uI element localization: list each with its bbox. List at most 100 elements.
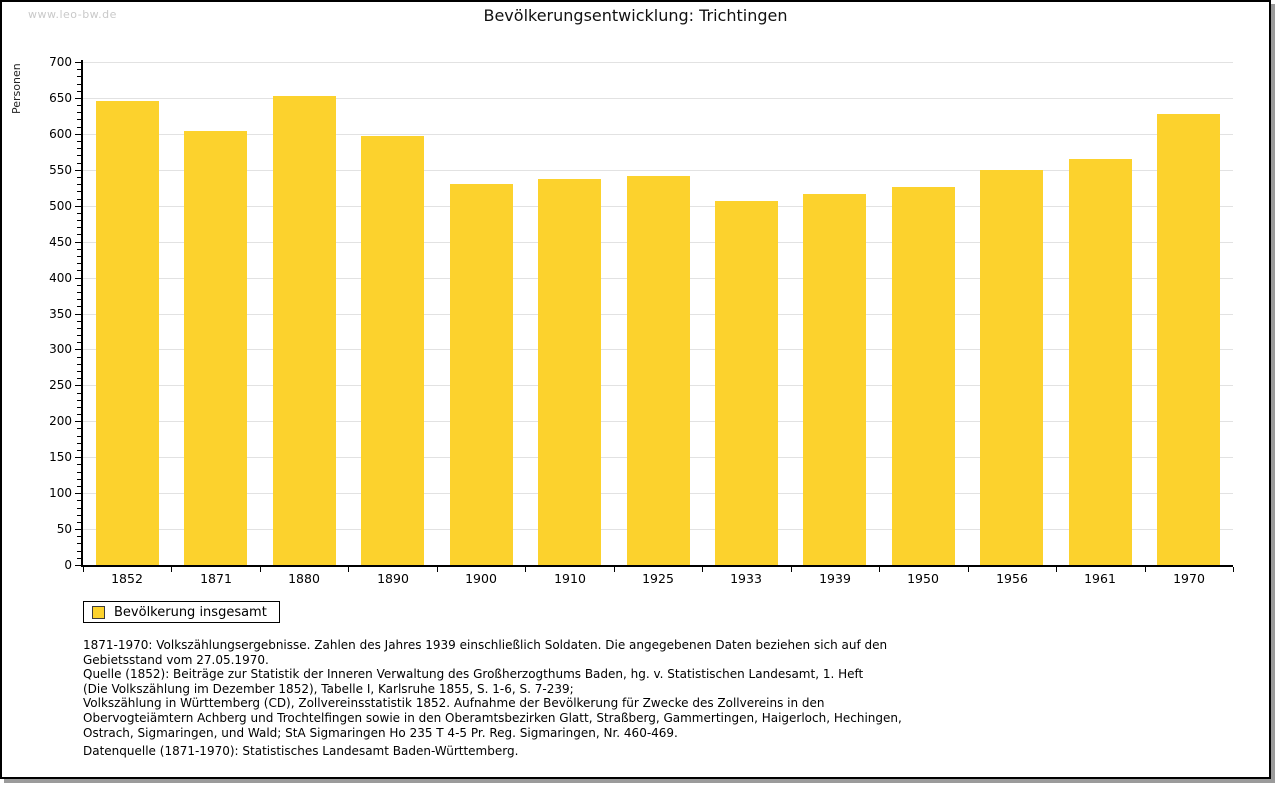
y-major-tick	[75, 278, 81, 279]
x-boundary-tick	[260, 567, 261, 572]
gridline	[83, 62, 1233, 63]
y-minor-tick	[77, 227, 81, 228]
y-major-tick	[75, 242, 81, 243]
y-minor-tick	[77, 285, 81, 286]
y-minor-tick	[77, 393, 81, 394]
x-boundary-tick	[614, 567, 615, 572]
y-minor-tick	[77, 508, 81, 509]
y-minor-tick	[77, 321, 81, 322]
x-tick-label-1880: 1880	[288, 571, 320, 586]
x-tick-label-1933: 1933	[730, 571, 762, 586]
chart-frame: www.leo-bw.de Bevölkerungsentwicklung: T…	[0, 0, 1271, 779]
bar-1961	[1069, 159, 1132, 565]
y-minor-tick	[77, 119, 81, 120]
x-tick-label-1871: 1871	[200, 571, 232, 586]
y-minor-tick	[77, 378, 81, 379]
y-minor-tick	[77, 342, 81, 343]
x-tick-label-1939: 1939	[819, 571, 851, 586]
y-axis	[81, 60, 83, 567]
footnote-line: Obervogteiämtern Achberg und Trochtelfin…	[83, 710, 902, 725]
y-minor-tick	[77, 364, 81, 365]
y-minor-tick	[77, 515, 81, 516]
x-tick-label-1925: 1925	[642, 571, 674, 586]
y-minor-tick	[77, 213, 81, 214]
x-boundary-tick	[83, 567, 84, 572]
y-tick-label: 200	[49, 414, 72, 428]
x-tick-label-1890: 1890	[377, 571, 409, 586]
y-minor-tick	[77, 371, 81, 372]
y-major-tick	[75, 349, 81, 350]
bar-1871	[184, 131, 247, 565]
x-tick-label-1961: 1961	[1084, 571, 1116, 586]
x-boundary-tick	[1145, 567, 1146, 572]
y-minor-tick	[77, 543, 81, 544]
y-minor-tick	[77, 536, 81, 537]
y-minor-tick	[77, 464, 81, 465]
x-boundary-tick	[525, 567, 526, 572]
y-major-tick	[75, 421, 81, 422]
watermark: www.leo-bw.de	[28, 8, 117, 21]
y-major-tick	[75, 134, 81, 135]
y-minor-tick	[77, 436, 81, 437]
y-minor-tick	[77, 486, 81, 487]
y-tick-label: 400	[49, 271, 72, 285]
x-boundary-tick	[702, 567, 703, 572]
x-boundary-tick	[437, 567, 438, 572]
y-minor-tick	[77, 191, 81, 192]
y-major-tick	[75, 529, 81, 530]
y-minor-tick	[77, 428, 81, 429]
y-tick-label: 600	[49, 127, 72, 141]
y-tick-label: 700	[49, 55, 72, 69]
y-minor-tick	[77, 558, 81, 559]
y-minor-tick	[77, 105, 81, 106]
y-minor-tick	[77, 328, 81, 329]
bar-1910	[538, 179, 601, 565]
y-minor-tick	[77, 500, 81, 501]
y-minor-tick	[77, 270, 81, 271]
bar-1939	[803, 194, 866, 565]
x-boundary-tick	[879, 567, 880, 572]
y-minor-tick	[77, 357, 81, 358]
y-minor-tick	[77, 551, 81, 552]
y-tick-label: 300	[49, 342, 72, 356]
y-minor-tick	[77, 292, 81, 293]
y-minor-tick	[77, 450, 81, 451]
x-tick-label-1970: 1970	[1173, 571, 1205, 586]
gridline	[83, 98, 1233, 99]
x-tick-label-1900: 1900	[465, 571, 497, 586]
y-minor-tick	[77, 335, 81, 336]
footnotes: 1871-1970: Volkszählungsergebnisse. Zahl…	[83, 638, 913, 740]
x-boundary-tick	[968, 567, 969, 572]
y-tick-label: 100	[49, 486, 72, 500]
x-tick-label-1852: 1852	[111, 571, 143, 586]
y-major-tick	[75, 98, 81, 99]
y-tick-label: 650	[49, 91, 72, 105]
y-major-tick	[75, 314, 81, 315]
y-minor-tick	[77, 407, 81, 408]
y-minor-tick	[77, 155, 81, 156]
bar-1970	[1157, 114, 1220, 565]
gridline	[83, 170, 1233, 171]
datasource-line: Datenquelle (1871-1970): Statistisches L…	[83, 744, 519, 758]
bar-1890	[361, 136, 424, 565]
x-boundary-tick	[791, 567, 792, 572]
y-major-tick	[75, 62, 81, 63]
y-minor-tick	[77, 84, 81, 85]
y-minor-tick	[77, 443, 81, 444]
x-tick-label-1950: 1950	[907, 571, 939, 586]
bar-1900	[450, 184, 513, 565]
y-tick-label: 500	[49, 199, 72, 213]
footnote-line: Quelle (1852): Beiträge zur Statistik de…	[83, 667, 864, 682]
y-major-tick	[75, 170, 81, 171]
y-minor-tick	[77, 472, 81, 473]
footnote-line: Volkszählung in Württemberg (CD), Zollve…	[83, 696, 825, 711]
y-minor-tick	[77, 306, 81, 307]
y-minor-tick	[77, 177, 81, 178]
y-minor-tick	[77, 91, 81, 92]
x-boundary-tick	[1233, 567, 1234, 572]
y-minor-tick	[77, 263, 81, 264]
footnote-line: 1871-1970: Volkszählungsergebnisse. Zahl…	[83, 638, 888, 652]
y-tick-label: 550	[49, 163, 72, 177]
y-minor-tick	[77, 522, 81, 523]
y-major-tick	[75, 565, 81, 566]
